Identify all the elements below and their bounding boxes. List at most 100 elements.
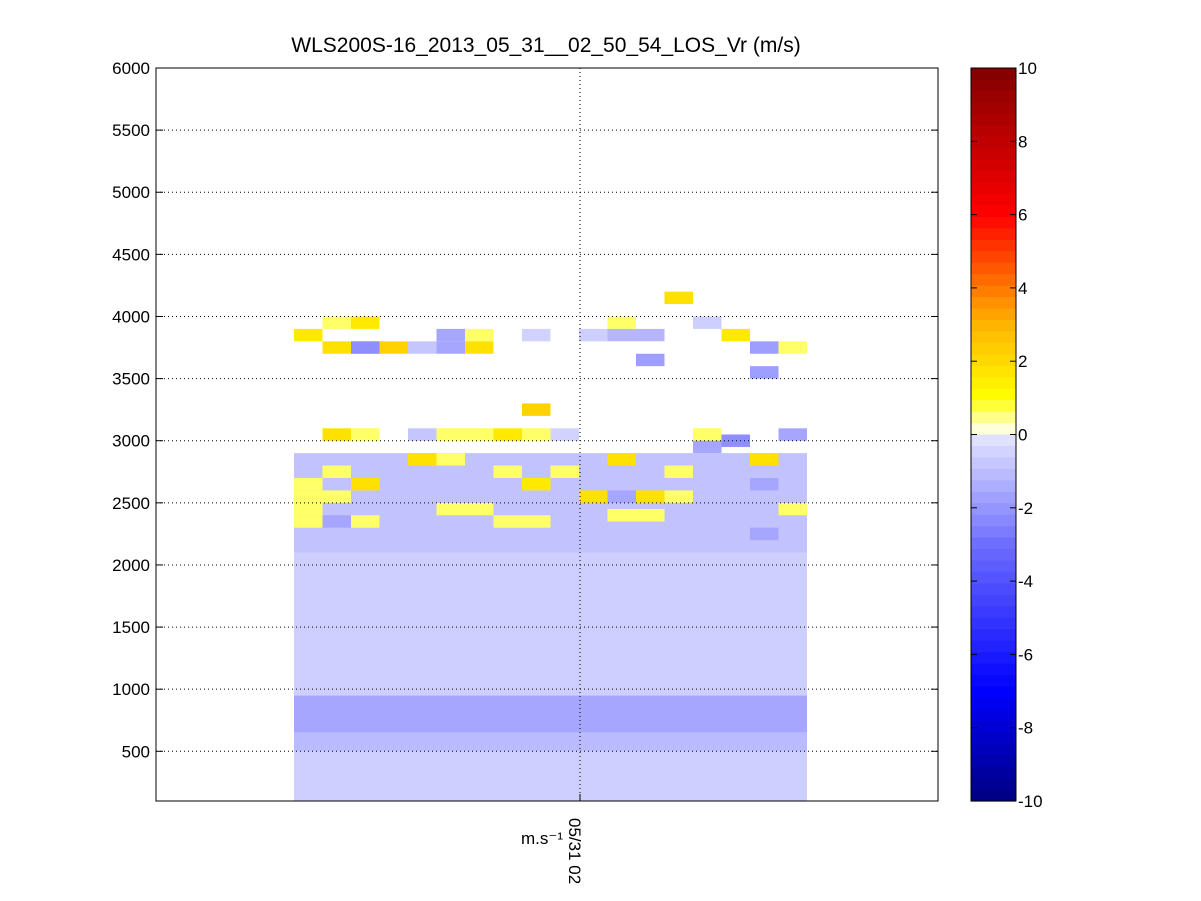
colorbar-swatch — [971, 560, 1016, 573]
colorbar-swatch — [971, 457, 1016, 470]
heatmap-cell — [522, 428, 551, 441]
heatmap-cell — [636, 490, 665, 503]
heatmap-cell — [721, 434, 750, 447]
colorbar-swatch — [971, 606, 1016, 619]
colorbar-swatch — [971, 90, 1016, 103]
colorbar-tick-label: 6 — [1018, 206, 1027, 225]
heatmap-cell — [322, 465, 351, 478]
heatmap-cell — [636, 353, 665, 367]
heatmap-cell — [493, 428, 522, 441]
colorbar-tick-label: 10 — [1018, 59, 1037, 78]
heatmap-cell — [436, 453, 465, 466]
y-tick-label: 5500 — [112, 121, 150, 140]
heatmap-cell — [750, 341, 779, 354]
x-axis-label: m.s⁻¹ — [521, 829, 563, 848]
y-tick-label: 6000 — [112, 59, 150, 78]
heatmap-cell — [351, 477, 380, 491]
heatmap-cell — [721, 328, 750, 342]
heatmap-cell — [607, 453, 636, 466]
colorbar-swatch — [971, 583, 1016, 596]
heatmap-cell — [408, 428, 437, 441]
heatmap-cell — [522, 477, 551, 491]
heatmap-cell — [322, 316, 351, 329]
heatmap-cell — [693, 440, 722, 454]
heatmap-cell — [294, 515, 323, 528]
colorbar-swatch — [971, 251, 1016, 264]
colorbar-swatch — [971, 205, 1016, 218]
colorbar-swatch — [971, 594, 1016, 607]
colorbar-swatch — [971, 686, 1016, 699]
colorbar-swatch — [971, 102, 1016, 115]
heatmap-cell — [465, 502, 494, 516]
heatmap-cell — [436, 328, 465, 342]
colorbar-swatch — [971, 274, 1016, 287]
heatmap-cell — [436, 341, 465, 354]
y-tick-label: 3000 — [112, 432, 150, 451]
x-tick-label: 05/31 02 — [565, 818, 584, 884]
colorbar-swatch — [971, 720, 1016, 733]
y-tick-label: 1500 — [112, 618, 150, 637]
heatmap-cell — [294, 328, 323, 342]
colorbar-tick-label: -4 — [1018, 572, 1033, 591]
heatmap-cell — [522, 328, 551, 342]
heatmap-cell — [750, 366, 779, 379]
colorbar-swatch — [971, 319, 1016, 333]
heatmap-cell — [607, 328, 636, 342]
chart-title: WLS200S-16_2013_05_31__02_50_54_LOS_Vr (… — [291, 34, 800, 57]
colorbar-swatch — [971, 159, 1016, 172]
colorbar-tick-label: 2 — [1018, 352, 1027, 371]
colorbar-swatch — [971, 68, 1016, 81]
colorbar-swatch — [971, 491, 1016, 504]
plot-frame — [155, 67, 939, 802]
heatmap-cell — [322, 490, 351, 503]
heatmap-cell — [778, 341, 807, 354]
colorbar-swatch — [971, 468, 1016, 481]
heatmap-cell — [778, 502, 807, 516]
y-tick-label: 2000 — [112, 556, 150, 575]
heatmap-cell — [550, 428, 579, 441]
heatmap-cell — [351, 515, 380, 528]
colorbar-tick-label: -6 — [1018, 645, 1033, 664]
colorbar-swatch — [971, 411, 1016, 424]
colorbar-swatch — [971, 342, 1016, 355]
heatmap-cell — [408, 453, 437, 466]
heatmap-cell — [408, 341, 437, 354]
colorbar-swatch — [971, 732, 1016, 745]
colorbar-swatch — [971, 331, 1016, 344]
colorbar-swatch — [971, 79, 1016, 92]
heatmap-cell — [493, 465, 522, 478]
heatmap-cell — [607, 316, 636, 329]
colorbar-swatch — [971, 239, 1016, 252]
heatmap-cell — [379, 341, 408, 354]
heatmap-cell — [351, 316, 380, 329]
heatmap-cell — [493, 515, 522, 528]
heatmap-cell — [522, 403, 551, 416]
heatmap-cell — [664, 465, 693, 478]
heatmap-cell — [351, 428, 380, 441]
colorbar-swatch — [971, 113, 1016, 126]
heatmap-cell — [465, 428, 494, 441]
heatmap-layer-0 — [294, 751, 807, 801]
heatmap-cell — [750, 477, 779, 491]
colorbar-swatch — [971, 755, 1016, 768]
colorbar-swatch — [971, 640, 1016, 653]
colorbar-swatch — [971, 285, 1016, 298]
heatmap-layer-2 — [294, 695, 807, 733]
heatmap-cell — [693, 316, 722, 329]
heatmap-cell — [522, 515, 551, 528]
plot-area — [294, 291, 807, 801]
colorbar-swatch — [971, 766, 1016, 779]
y-tick-label: 3500 — [112, 370, 150, 389]
heatmap-cell — [579, 328, 608, 342]
colorbar-tick-label: 8 — [1018, 132, 1027, 151]
heatmap-cell — [294, 477, 323, 491]
colorbar-swatch — [971, 388, 1016, 401]
heatmap-cell — [351, 341, 380, 354]
colorbar-swatch — [971, 526, 1016, 539]
colorbar-swatch — [971, 629, 1016, 642]
heatmap-cell — [607, 490, 636, 503]
colorbar-swatch — [971, 537, 1016, 550]
y-tick-label: 1000 — [112, 680, 150, 699]
colorbar-swatch — [971, 377, 1016, 390]
y-tick-label: 500 — [122, 742, 150, 761]
